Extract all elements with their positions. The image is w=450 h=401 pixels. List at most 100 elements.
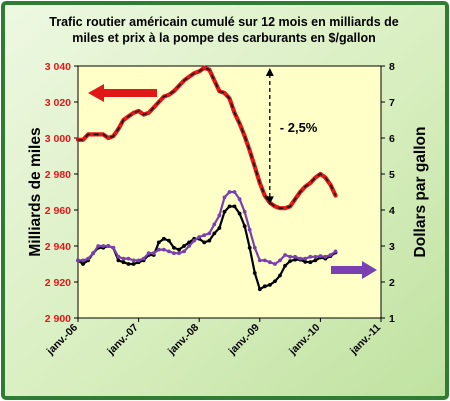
series-point-black [126,262,131,266]
series-group [75,65,338,292]
left-axis-arrow [88,84,157,102]
series-point-purple [262,258,267,263]
series-point-purple [111,245,116,250]
series-point-purple [313,254,318,259]
series-point-black [283,263,287,268]
left-tick-label: 2 940 [45,241,71,253]
left-tick-label: 3 000 [45,133,71,145]
series-point-purple [76,258,80,263]
series-point-black [262,284,267,289]
series-point-black [268,282,272,287]
series-point-purple [182,249,186,254]
series-line-traffic-dash [78,66,337,209]
series-point-purple [278,258,282,263]
series-point-purple [192,238,197,243]
right-tick-label: 3 [389,241,395,253]
series-point-black [247,245,252,250]
series-point-black [81,262,85,266]
series-point-black [257,287,262,292]
series-point-purple [227,190,232,194]
series-point-purple [187,244,191,248]
series-line-purple [78,190,337,266]
series-point-black [187,240,191,245]
series-point-purple [237,197,242,202]
right-axis-label: Dollars par gallon [412,127,429,258]
series-point-purple [156,247,161,252]
series-point-purple [141,256,146,261]
series-point-black [161,236,166,241]
right-y-ticks: 1 2 3 4 5 6 7 8 [381,61,395,325]
series-point-purple [86,256,91,261]
series-point-purple [106,244,111,248]
series-point-purple [126,256,131,261]
series-point-black [252,271,257,275]
series-point-black [182,244,186,248]
series-point-purple [303,256,308,261]
series-point-purple [268,260,272,265]
series-point-purple [197,235,202,239]
series-point-black [172,245,176,250]
series-point-purple [308,254,313,259]
series-point-purple [161,247,166,252]
series-point-purple [247,227,252,232]
left-tick-label: 2 980 [45,169,71,181]
series-point-black [288,259,292,264]
right-tick-label: 7 [389,97,395,109]
left-y-ticks: 2 900 2 920 2 940 2 960 2 980 3 000 3 020 3 040 [45,61,78,325]
series-point-black [308,260,313,265]
chart-title-line-1: Trafic routier américain cumulé sur 12 m… [49,15,398,29]
series-point-black [131,262,136,266]
series-point-purple [318,254,323,258]
annotation-arrowhead-top [265,68,274,76]
series-point-purple [81,258,85,263]
series-point-black [242,224,247,229]
right-tick-label: 5 [389,169,395,181]
series-point-black [303,259,308,264]
series-point-black [212,231,217,236]
left-axis-label: Milliards de miles [27,127,44,256]
series-point-purple [328,253,333,257]
series-point-black [222,209,227,214]
series-point-purple [217,213,222,218]
series-point-black [116,258,121,263]
series-point-purple [222,195,227,200]
series-point-black [177,247,181,252]
series-point-black [227,204,232,209]
right-arrow-head [362,261,377,279]
series-point-purple [283,253,287,257]
left-tick-label: 3 040 [45,61,71,73]
right-axis-arrow [331,261,377,279]
chart-title-line-2: miles et prix à la pompe des carburants … [72,31,376,45]
series-point-purple [121,256,126,261]
series-point-purple [273,262,277,266]
right-tick-label: 8 [389,61,395,73]
series-point-purple [96,244,101,248]
left-arrow-head [88,84,104,102]
series-point-black [278,273,282,278]
series-point-purple [136,258,141,263]
series-point-purple [207,231,212,236]
series-point-black [293,257,298,262]
series-point-purple [116,254,121,259]
series-point-black [232,204,237,209]
series-point-black [202,240,207,245]
left-tick-label: 2 960 [45,205,71,217]
series-point-purple [298,256,303,261]
right-arrow-shaft [331,266,365,274]
right-tick-label: 6 [389,133,395,145]
series-point-purple [167,249,171,254]
right-tick-label: 1 [389,313,395,325]
series-point-black [237,211,242,216]
annotation-arrowhead-bottom [265,196,274,205]
series-line-black [77,205,337,291]
series-point-black [313,258,318,263]
series-point-purple [232,190,237,194]
series-point-purple [242,209,247,214]
series-point-purple [151,251,156,256]
annotation-group: - 2,5% [265,68,318,205]
series-point-black [156,240,161,245]
series-point-purple [172,251,176,256]
series-point-black [273,279,277,284]
series-point-purple [252,245,257,250]
